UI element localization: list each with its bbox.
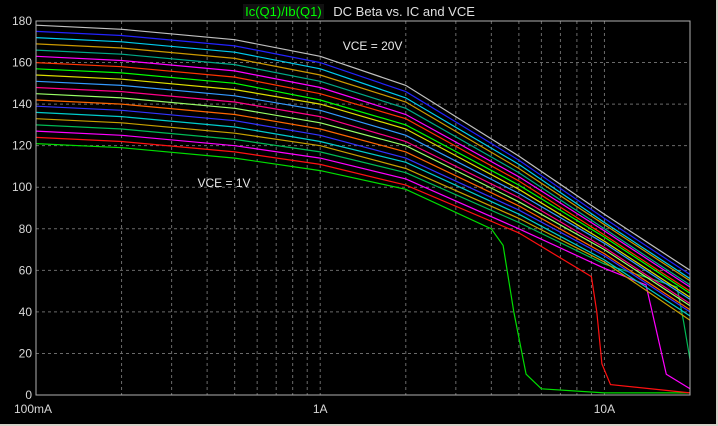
series-line-14: [35, 62, 691, 292]
series-line-17: [35, 43, 691, 282]
series-line-8: [35, 99, 691, 311]
x-tick-label: 1A: [313, 402, 328, 416]
series-line-6: [35, 111, 691, 317]
series-line-16: [35, 49, 691, 286]
series-line-4: [35, 124, 691, 360]
series-line-10: [35, 86, 691, 305]
curve-annotation: VCE = 1V: [197, 176, 250, 190]
series-line-18: [35, 37, 691, 280]
series-line-9: [35, 93, 691, 307]
y-tick-label: 80: [19, 222, 33, 236]
series-line-19: [35, 30, 691, 276]
series-line-7: [35, 105, 691, 313]
curve-annotation: VCE = 20V: [343, 39, 403, 53]
series-line-20: [35, 24, 691, 271]
y-tick-label: 100: [12, 180, 32, 194]
label-layer: 0 20 40 60 80 100 120 140 160 180 100mA 1A 10A VCE = …: [12, 14, 615, 416]
y-tick-label: 20: [19, 346, 33, 360]
plot-title: DC Beta vs. IC and VCE: [333, 4, 475, 19]
series-line-13: [35, 68, 691, 294]
trace-expression-label[interactable]: Ic(Q1)/Ib(Q1): [243, 4, 324, 19]
plot-title-bar: Ic(Q1)/Ib(Q1) DC Beta vs. IC and VCE: [0, 2, 718, 22]
y-tick-label: 0: [25, 388, 32, 402]
y-tick-label: 160: [12, 56, 32, 70]
y-tick-label: 40: [19, 305, 33, 319]
y-tick-label: 120: [12, 139, 32, 153]
series-layer: [35, 24, 691, 394]
series-line-1: [35, 143, 690, 394]
series-line-2: [35, 136, 691, 394]
series-line-12: [35, 74, 691, 298]
axis-layer: [35, 20, 691, 396]
series-line-15: [35, 55, 691, 288]
plot-frame: [35, 20, 691, 396]
series-line-5: [35, 118, 691, 321]
series-line-3: [35, 130, 691, 390]
x-tick-label: 100mA: [14, 402, 52, 416]
y-tick-label: 180: [12, 14, 32, 28]
y-tick-label: 140: [12, 97, 32, 111]
series-line-11: [35, 80, 691, 300]
x-tick-label: 10A: [594, 402, 615, 416]
y-tick-label: 60: [19, 263, 33, 277]
